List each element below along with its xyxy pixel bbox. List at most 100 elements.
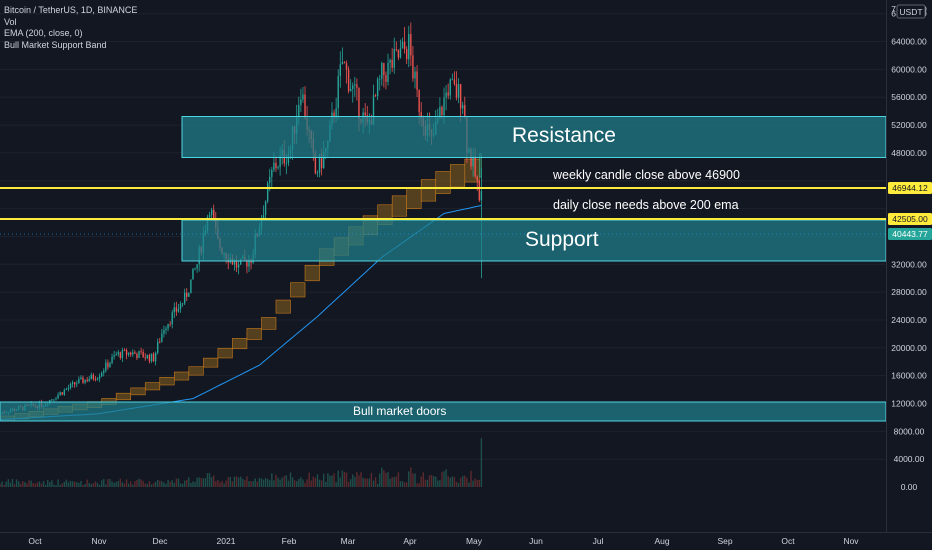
candle-body xyxy=(248,259,250,267)
indicator-volume[interactable]: Vol xyxy=(4,16,17,27)
candle-body xyxy=(208,214,211,218)
indicator-bull-band[interactable]: Bull Market Support Band xyxy=(4,39,107,50)
volume-bar xyxy=(248,481,250,487)
volume-bar xyxy=(117,481,119,487)
candle-body xyxy=(156,341,159,353)
volume-bar xyxy=(71,481,74,487)
currency-badge[interactable]: USDT xyxy=(896,4,926,19)
volume-bar xyxy=(94,481,97,487)
volume-bar xyxy=(198,477,200,487)
volume-bar xyxy=(393,477,395,487)
indicator-ema[interactable]: EMA (200, close, 0) xyxy=(4,28,83,38)
volume-bar xyxy=(275,474,277,487)
candle-body xyxy=(194,268,196,270)
band-block xyxy=(290,282,306,298)
candle-body xyxy=(73,382,76,385)
volume-bar xyxy=(352,474,354,487)
volume-bar xyxy=(84,484,86,487)
candle-body xyxy=(464,105,466,118)
volume-bar xyxy=(154,481,157,487)
volume-bar xyxy=(420,476,422,487)
candle-body xyxy=(171,312,173,325)
volume-bar xyxy=(152,483,155,487)
candle-body xyxy=(121,349,124,359)
volume-bar xyxy=(383,470,385,487)
volume-bar xyxy=(69,480,72,487)
volume-bar xyxy=(320,480,323,487)
time-axis[interactable]: Oct Nov Dec 2021 Feb Mar Apr May Jun Jul Aug Sep Oct… xyxy=(28,536,859,546)
candle-body xyxy=(451,79,454,81)
candle-body xyxy=(92,374,95,379)
band-block xyxy=(304,264,320,282)
candle-body xyxy=(61,392,63,395)
time-tick-label: Jul xyxy=(593,536,604,546)
volume-bar xyxy=(111,481,113,487)
time-tick-label: Sep xyxy=(717,536,732,546)
price-tick-label: 28000.00 xyxy=(891,287,927,297)
candle-body xyxy=(65,389,68,390)
volume-bar xyxy=(472,480,474,487)
volume-bar xyxy=(30,480,32,487)
candle-body xyxy=(462,105,464,109)
volume-bar xyxy=(462,476,464,487)
volume-bar xyxy=(109,478,111,487)
volume-bar xyxy=(49,482,51,487)
volume-bar xyxy=(252,481,254,487)
symbol-title[interactable]: Bitcoin / TetherUS, 1D, BINANCE xyxy=(4,5,138,15)
volume-bar xyxy=(300,477,302,487)
volume-bar xyxy=(389,478,391,487)
volume-bar xyxy=(459,477,462,487)
candle-body xyxy=(447,92,449,96)
candle-body xyxy=(111,356,113,364)
time-tick-label: Aug xyxy=(654,536,669,546)
candle-body xyxy=(94,378,97,380)
candle-body xyxy=(277,167,279,169)
candle-body xyxy=(441,106,443,116)
candle-body xyxy=(405,49,408,60)
candle-body xyxy=(322,151,325,168)
volume-bar xyxy=(90,484,92,487)
candle-body xyxy=(80,377,82,380)
candle-body xyxy=(190,279,192,294)
volume-bar xyxy=(237,477,240,487)
candle-body xyxy=(410,34,412,56)
volume-bar xyxy=(7,479,9,487)
volume-bar xyxy=(362,477,364,487)
candle-body xyxy=(90,374,92,380)
volume-bar xyxy=(98,484,101,487)
volume-bar xyxy=(304,482,306,487)
volume-bar xyxy=(217,479,219,487)
volume-bar xyxy=(291,477,294,487)
price-marker-label: 42505.00 xyxy=(892,214,928,224)
volume-bar xyxy=(262,479,265,487)
price-tick-label: 16000.00 xyxy=(891,371,927,381)
band-block xyxy=(406,187,422,209)
candle-body xyxy=(457,84,460,98)
volume-bar xyxy=(78,482,80,487)
candle-body xyxy=(349,88,352,92)
candle-body xyxy=(339,64,341,77)
candle-body xyxy=(105,362,107,371)
candle-body xyxy=(345,63,348,70)
volume-bar xyxy=(76,482,78,487)
volume-bar xyxy=(92,483,95,487)
candle-body xyxy=(397,49,400,58)
volume-bar xyxy=(88,483,90,487)
candle-body xyxy=(169,323,171,325)
candle-body xyxy=(320,154,323,168)
volume-bar xyxy=(61,483,63,487)
volume-bar xyxy=(38,481,41,487)
volume-bar xyxy=(312,476,315,487)
candle-body xyxy=(356,84,358,88)
candle-body xyxy=(163,330,165,334)
candle-body xyxy=(337,76,339,109)
volume-bar xyxy=(223,483,225,487)
candle-body xyxy=(115,354,117,356)
candle-body xyxy=(453,79,456,84)
volume-bar xyxy=(260,478,263,487)
volume-bar xyxy=(281,477,283,487)
candle-body xyxy=(103,370,105,373)
volume-bar xyxy=(374,477,377,487)
volume-bar xyxy=(325,482,327,487)
